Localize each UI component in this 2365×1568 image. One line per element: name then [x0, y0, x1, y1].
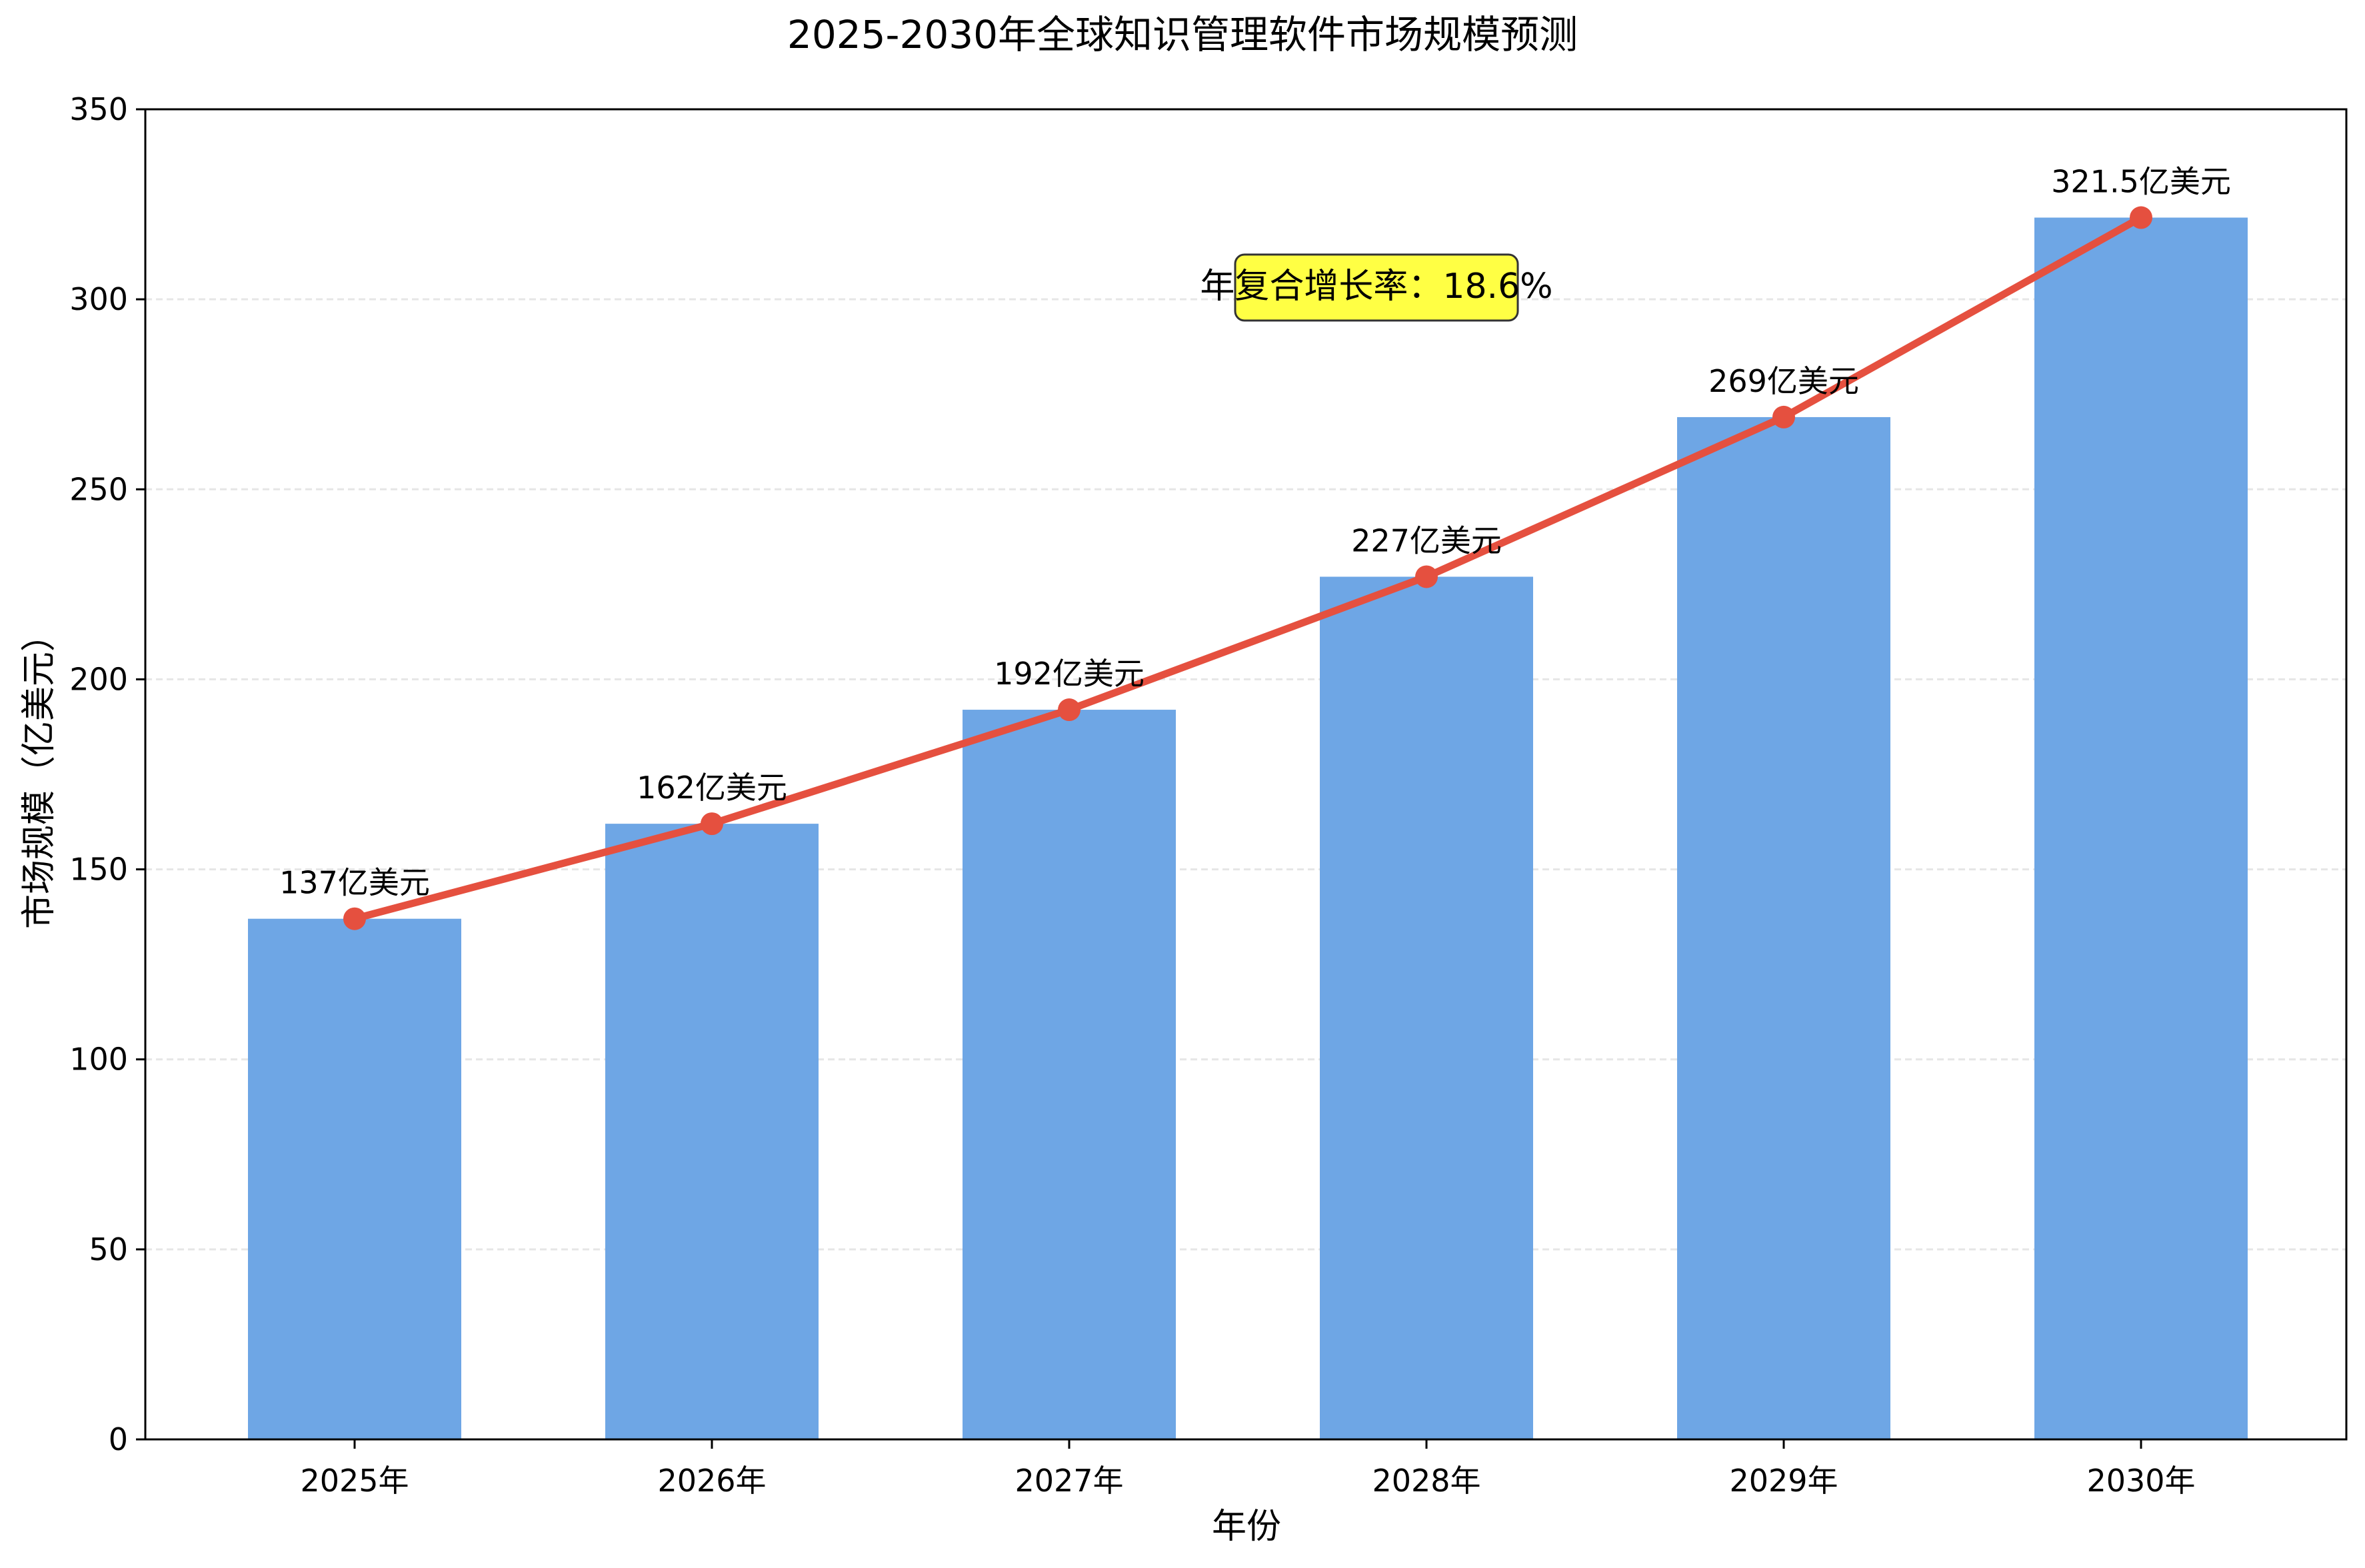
bar-2030年	[2034, 217, 2248, 1439]
y-tick-label: 350	[69, 91, 128, 127]
trend-point	[1415, 565, 1438, 588]
trend-point	[1058, 698, 1081, 722]
trend-point	[2130, 206, 2152, 229]
y-tick-label: 150	[69, 852, 128, 888]
data-label: 192亿美元	[994, 656, 1145, 692]
data-label: 162亿美元	[637, 770, 787, 806]
bar-2027年	[963, 710, 1176, 1439]
plot-frame	[144, 108, 2348, 1441]
cagr-annotation-text: 年复合增长率：18.6%	[1200, 267, 1552, 307]
bar-2029年	[1677, 416, 1890, 1440]
data-label: 137亿美元	[279, 865, 430, 901]
bar-layer	[248, 217, 2248, 1440]
y-tick-label: 0	[109, 1421, 128, 1457]
x-tick-label: 2029年	[1729, 1463, 1838, 1499]
line-layer	[343, 206, 2152, 930]
y-tick-label: 250	[69, 471, 128, 507]
cagr-annotation: 年复合增长率：18.6%	[1200, 253, 1553, 322]
x-tick-label: 2027年	[1015, 1463, 1123, 1499]
data-label: 269亿美元	[1708, 363, 1859, 399]
x-tick-label: 2030年	[2086, 1463, 2195, 1499]
trend-point	[343, 907, 366, 930]
x-tick-label: 2028年	[1372, 1463, 1480, 1499]
trend-point	[1772, 405, 1795, 428]
bar-2025年	[248, 918, 461, 1439]
x-tick-label: 2025年	[300, 1463, 409, 1499]
y-tick-label: 300	[69, 281, 128, 317]
chart-title: 2025-2030年全球知识管理软件市场规模预测	[787, 12, 1578, 57]
bar-2026年	[605, 824, 819, 1439]
trend-point	[701, 812, 723, 836]
axis-layer: 0 50 100 150 200 250 300 350 2025年 2026年 2027年 2028…	[69, 91, 2348, 1499]
y-tick-label: 50	[89, 1231, 128, 1267]
cagr-annotation-box	[1234, 253, 1519, 322]
data-label: 227亿美元	[1351, 522, 1502, 558]
data-label: 321.5亿美元	[2051, 164, 2231, 200]
label-layer: 137亿美元 162亿美元 192亿美元 227亿美元 269亿美元 321.5亿美元	[279, 164, 2231, 901]
y-tick-label: 100	[69, 1042, 128, 1078]
y-axis-label: 市场规模（亿美元）	[19, 617, 59, 929]
grid-layer	[145, 298, 2346, 1251]
bar-2028年	[1320, 576, 1533, 1439]
x-axis-label: 年份	[1212, 1507, 1281, 1547]
trend-line	[351, 214, 2145, 923]
y-tick-label: 200	[69, 661, 128, 697]
x-tick-label: 2026年	[657, 1463, 766, 1499]
